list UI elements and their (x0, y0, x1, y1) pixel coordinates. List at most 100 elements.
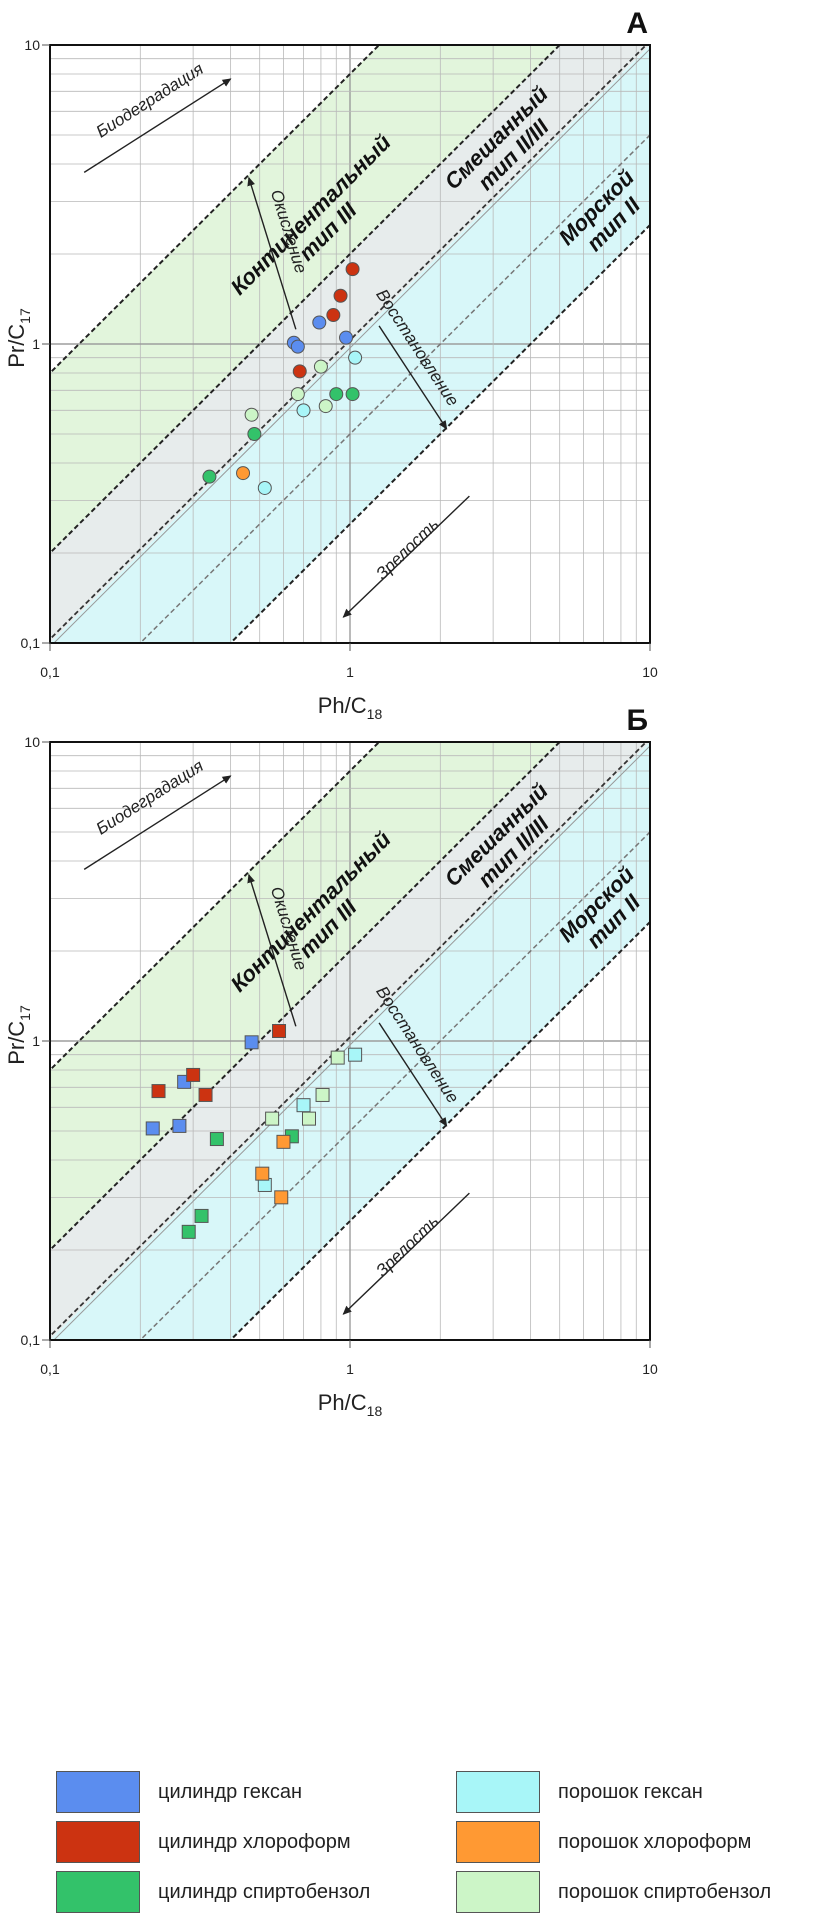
legend-swatch (456, 1771, 540, 1813)
oxidation-arrow (247, 873, 297, 1027)
data-point (296, 1098, 311, 1113)
data-point (247, 427, 262, 442)
y-tick-label: 10 (24, 37, 40, 53)
y-axis-label-sub: 17 (17, 308, 33, 324)
zone-mixed (50, 742, 650, 1340)
legend-item: цилиндр хлороформ (56, 1820, 351, 1864)
data-point (274, 1190, 289, 1205)
data-point (145, 1121, 160, 1136)
boundary-line (229, 920, 650, 1340)
data-point (292, 364, 307, 379)
data-point (151, 1084, 166, 1099)
data-point (345, 262, 360, 277)
y-tick-label: 0,1 (21, 1332, 41, 1348)
biodegradation-label: Биодеградация (93, 59, 207, 141)
legend-item: порошок хлороформ (456, 1820, 751, 1864)
y-tick-label: 1 (32, 1033, 40, 1049)
data-point (276, 1134, 291, 1149)
biodegradation-arrow (83, 775, 232, 870)
data-point (198, 1087, 213, 1102)
legend-swatch (456, 1871, 540, 1913)
boundary-line (139, 133, 650, 643)
biodegradation-label: Биодеградация (93, 756, 207, 838)
reduction-arrow (378, 1022, 448, 1127)
x-axis-label: Ph/C18 (318, 1390, 383, 1419)
legend-label: порошок гексан (558, 1780, 703, 1803)
y-tick-label: 0,1 (21, 635, 41, 651)
zone-marine (50, 45, 650, 643)
boundary-line (50, 45, 381, 375)
panel-label: А (626, 7, 648, 40)
legend-item: порошок спиртобензол (456, 1870, 771, 1914)
reduction-arrow (378, 325, 448, 430)
maturity-label: Зрелость (372, 515, 442, 584)
y-tick-label: 1 (32, 336, 40, 352)
boundary-line (53, 48, 650, 643)
x-tick-label: 1 (346, 664, 354, 680)
data-point (301, 1111, 316, 1126)
data-point (244, 407, 259, 422)
y-axis-label-main: Pr/C (4, 324, 29, 368)
legend-item: порошок гексан (456, 1770, 703, 1814)
data-point (181, 1224, 196, 1239)
data-point (172, 1118, 187, 1133)
data-point (236, 466, 251, 481)
legend-label: цилиндр хлороформ (158, 1830, 351, 1853)
maturity-arrow (342, 1192, 470, 1315)
boundary-line (50, 742, 648, 1338)
maturity-label: Зрелость (372, 1212, 442, 1281)
y-tick-label: 10 (24, 734, 40, 750)
data-point (313, 359, 328, 374)
panel-label: Б (626, 704, 648, 737)
x-tick-label: 0,1 (40, 664, 60, 680)
legend-label: порошок хлороформ (558, 1830, 752, 1853)
y-axis-label-main: Pr/C (4, 1021, 29, 1065)
data-point (330, 1050, 345, 1065)
x-axis-label-sub: 18 (367, 706, 383, 722)
boundary-line (50, 742, 381, 1072)
data-point (255, 1166, 270, 1181)
x-tick-label: 0,1 (40, 1361, 60, 1377)
boundary-line (229, 223, 650, 643)
data-point (339, 330, 354, 345)
x-tick-label: 10 (642, 664, 658, 680)
data-point (202, 469, 217, 484)
y-axis-label-sub: 17 (17, 1005, 33, 1021)
data-point (296, 403, 311, 418)
data-point (272, 1024, 287, 1039)
x-tick-label: 1 (346, 1361, 354, 1377)
x-axis-label-main: Ph/C (318, 1390, 367, 1415)
maturity-arrow (342, 495, 470, 618)
data-point (326, 308, 341, 323)
legend-swatch (56, 1771, 140, 1813)
legend-swatch (56, 1871, 140, 1913)
y-axis-label: Pr/C17 (4, 1005, 33, 1065)
boundary-line (50, 45, 562, 555)
legend-swatch (56, 1821, 140, 1863)
data-point (244, 1035, 259, 1050)
legend: цилиндр гексан порошок гексан цилиндр хл… (0, 1770, 818, 1918)
x-tick-label: 10 (642, 1361, 658, 1377)
data-point (333, 288, 348, 303)
data-point (194, 1208, 209, 1223)
x-axis-label-sub: 18 (367, 1403, 383, 1419)
x-axis-label-main: Ph/C (318, 693, 367, 718)
boundary-line (50, 742, 562, 1252)
data-point (265, 1111, 280, 1126)
data-point (290, 339, 305, 354)
legend-label: цилиндр гексан (158, 1780, 302, 1803)
data-point (348, 350, 363, 365)
data-point (209, 1132, 224, 1147)
legend-item: цилиндр спиртобензол (56, 1870, 370, 1914)
data-point (312, 315, 327, 330)
data-point (318, 399, 333, 414)
data-point (348, 1047, 363, 1062)
legend-item: цилиндр гексан (56, 1770, 302, 1814)
legend-swatch (456, 1821, 540, 1863)
data-point (345, 387, 360, 402)
y-axis-label: Pr/C17 (4, 308, 33, 368)
legend-label: цилиндр спиртобензол (158, 1880, 371, 1903)
data-point (257, 480, 272, 495)
data-point (315, 1087, 330, 1102)
